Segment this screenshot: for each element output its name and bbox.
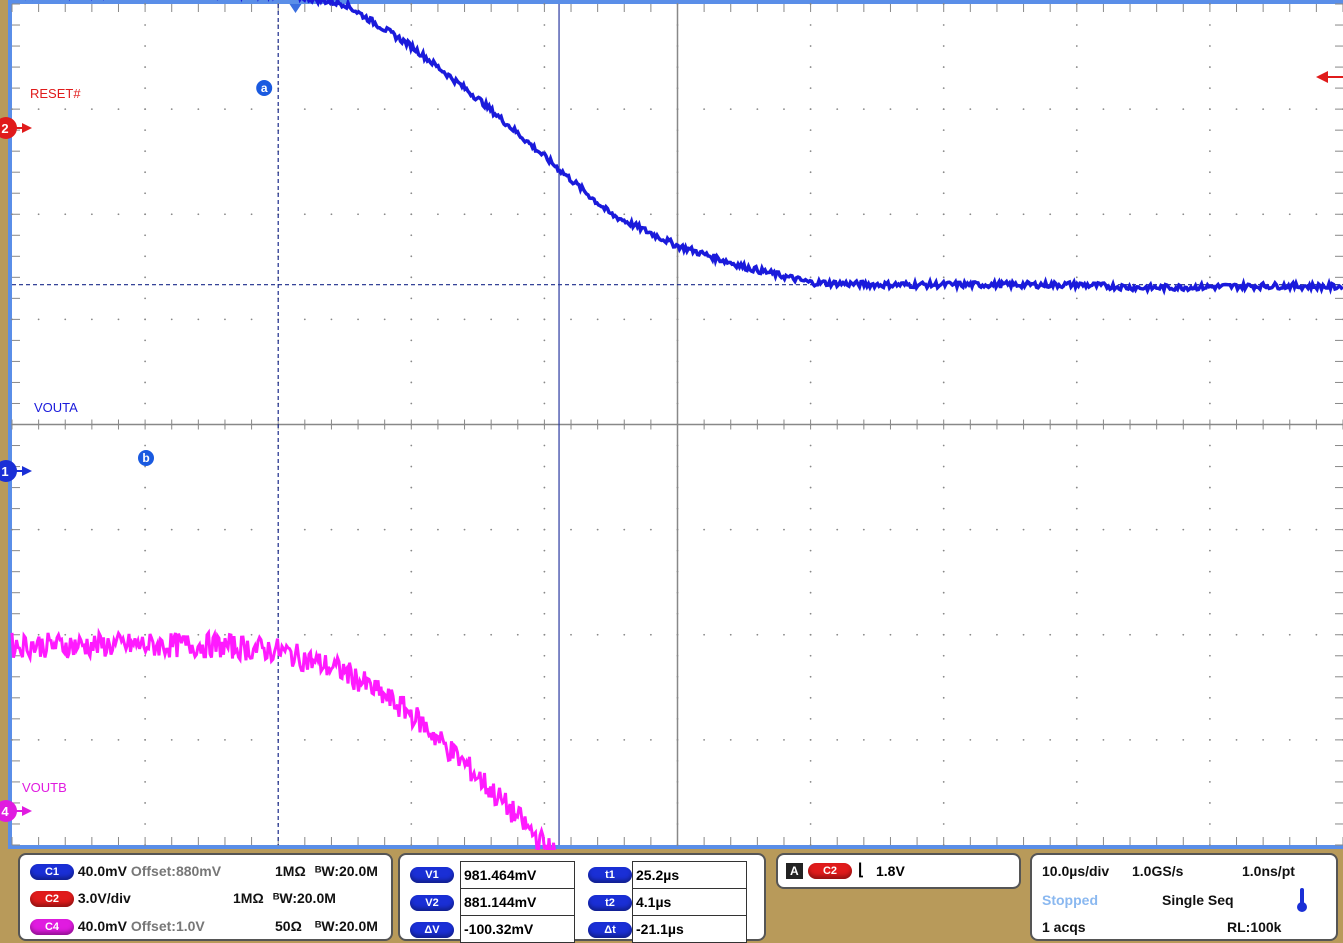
v2-badge[interactable]: V2 bbox=[410, 895, 454, 911]
acquisition-mode[interactable]: Single Seq bbox=[1162, 892, 1234, 908]
c1-bandwidth: W:20.0M bbox=[321, 863, 378, 879]
label-voutb: VOUTB bbox=[22, 780, 67, 795]
c4-offset: Offset:1.0V bbox=[130, 918, 205, 934]
channel-row-c4[interactable]: C4 40.0mV Offset:1.0V 50Ω ᴮW:20.0M bbox=[30, 918, 378, 936]
t1-badge[interactable]: t1 bbox=[588, 867, 632, 883]
resolution: 1.0ns/pt bbox=[1242, 863, 1295, 879]
svg-text:4: 4 bbox=[1, 804, 9, 819]
t2-badge[interactable]: t2 bbox=[588, 895, 632, 911]
svg-text:1: 1 bbox=[1, 464, 8, 479]
c2-badge[interactable]: C2 bbox=[30, 891, 74, 908]
timebase[interactable]: 10.0µs/div bbox=[1042, 863, 1110, 879]
acquisition-panel: 10.0µs/div 1.0GS/s 1.0ns/pt Stopped Sing… bbox=[1030, 853, 1338, 941]
svg-text:2: 2 bbox=[1, 121, 8, 136]
trigger-mode-badge: A bbox=[786, 863, 803, 879]
c4-scale: 40.0mV bbox=[77, 918, 127, 934]
label-reset: RESET# bbox=[30, 86, 81, 101]
svg-text:a: a bbox=[261, 81, 268, 95]
dt-value: -21.1µs bbox=[632, 915, 747, 943]
v1-badge[interactable]: V1 bbox=[410, 867, 454, 883]
record-length: RL:100k bbox=[1227, 919, 1282, 935]
falling-edge-icon: ⌊ bbox=[858, 862, 865, 879]
channel-settings-panel: C1 40.0mV Offset:880mV 1MΩ ᴮW:20.0M C2 3… bbox=[18, 853, 393, 941]
trigger-level: 1.8V bbox=[876, 863, 905, 879]
t2-value: 4.1µs bbox=[632, 888, 747, 916]
dt-badge[interactable]: Δt bbox=[588, 922, 632, 938]
c4-badge[interactable]: C4 bbox=[30, 919, 74, 936]
sample-rate: 1.0GS/s bbox=[1132, 863, 1184, 879]
c2-bandwidth: W:20.0M bbox=[279, 890, 336, 906]
c2-impedance: 1MΩ bbox=[233, 890, 264, 906]
t1-value: 25.2µs bbox=[632, 861, 747, 889]
svg-text:b: b bbox=[142, 451, 149, 465]
v1-value: 981.464mV bbox=[460, 861, 575, 889]
label-vouta: VOUTA bbox=[34, 400, 78, 415]
thermometer-icon bbox=[1297, 888, 1307, 912]
channel-row-c2[interactable]: C2 3.0V/div 1MΩ ᴮW:20.0M bbox=[30, 890, 336, 908]
dv-value: -100.32mV bbox=[460, 915, 575, 943]
trigger-source-badge: C2 bbox=[808, 863, 852, 879]
c4-bandwidth: W:20.0M bbox=[321, 918, 378, 934]
c4-impedance: 50Ω bbox=[275, 918, 302, 934]
dv-badge[interactable]: ΔV bbox=[410, 922, 454, 938]
trigger-panel[interactable]: A C2 ⌊ 1.8V bbox=[776, 853, 1021, 889]
c1-offset: Offset:880mV bbox=[130, 863, 222, 879]
channel-row-c1[interactable]: C1 40.0mV Offset:880mV 1MΩ ᴮW:20.0M bbox=[30, 863, 378, 881]
v2-value: 881.144mV bbox=[460, 888, 575, 916]
c2-scale: 3.0V/div bbox=[77, 890, 131, 906]
run-state[interactable]: Stopped bbox=[1042, 892, 1098, 908]
acquisition-count: 1 acqs bbox=[1042, 919, 1086, 935]
cursor-readout-panel: V1 981.464mV V2 881.144mV ΔV -100.32mV t… bbox=[398, 853, 766, 943]
c1-badge[interactable]: C1 bbox=[30, 864, 74, 881]
c1-impedance: 1MΩ bbox=[275, 863, 306, 879]
c1-scale: 40.0mV bbox=[77, 863, 127, 879]
